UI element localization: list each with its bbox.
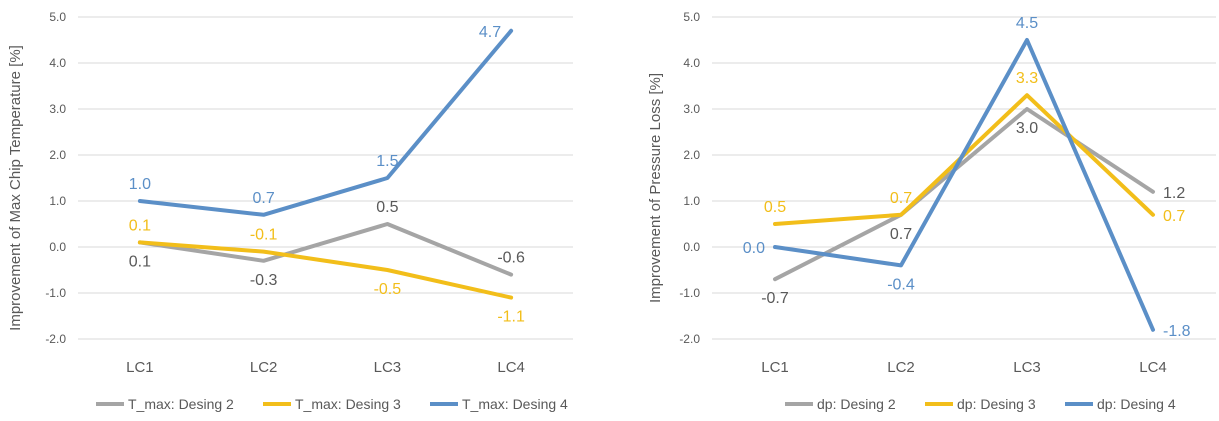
data-label: 3.3 bbox=[1016, 70, 1038, 87]
data-label: -1.8 bbox=[1163, 323, 1191, 340]
data-label: 4.5 bbox=[1016, 15, 1038, 32]
data-label: 0.7 bbox=[890, 190, 912, 207]
x-tick-label: LC4 bbox=[1139, 359, 1167, 376]
data-label: 0.7 bbox=[253, 190, 275, 207]
data-label: 0.1 bbox=[129, 217, 151, 234]
legend-entry: T_max: Desing 3 bbox=[295, 396, 401, 412]
legend-entry: dp: Desing 3 bbox=[957, 396, 1036, 412]
y-tick-label: -2.0 bbox=[45, 332, 66, 346]
data-label: 4.7 bbox=[479, 24, 501, 41]
y-tick-label: 1.0 bbox=[683, 194, 700, 208]
data-label: -0.5 bbox=[374, 281, 402, 298]
data-label: -1.1 bbox=[497, 309, 525, 326]
y-tick-label: 2.0 bbox=[49, 148, 66, 162]
y-tick-label: 4.0 bbox=[49, 56, 66, 70]
series-line-3 bbox=[773, 38, 1155, 332]
y-tick-label: -2.0 bbox=[679, 332, 700, 346]
y-tick-label: -1.0 bbox=[45, 286, 66, 300]
data-label: 0.1 bbox=[129, 253, 151, 270]
data-label: 1.2 bbox=[1163, 185, 1185, 202]
x-tick-label: LC2 bbox=[887, 359, 915, 376]
legend-entry: T_max: Desing 2 bbox=[128, 396, 234, 412]
legend-entry: dp: Desing 4 bbox=[1097, 396, 1176, 412]
data-label: 0.5 bbox=[376, 199, 398, 216]
data-label: 1.0 bbox=[129, 176, 151, 193]
y-tick-label: -1.0 bbox=[679, 286, 700, 300]
chart-1: -2.0 -1.0 0.0 1.0 2.0 3.0 4.0 5.0 LC1 LC2 LC3 LC4 Im… bbox=[7, 10, 573, 412]
data-label: 0.7 bbox=[1163, 208, 1185, 225]
y-tick-label: 0.0 bbox=[49, 240, 66, 254]
series-line-2 bbox=[137, 240, 514, 300]
data-label: -0.1 bbox=[250, 227, 278, 244]
series-line-3 bbox=[137, 28, 514, 217]
y-tick-label: 0.0 bbox=[683, 240, 700, 254]
y-tick-label: 3.0 bbox=[49, 102, 66, 116]
data-label: 0.7 bbox=[890, 226, 912, 243]
data-label: 0.5 bbox=[764, 199, 786, 216]
y-tick-label: 1.0 bbox=[49, 194, 66, 208]
x-tick-label: LC1 bbox=[761, 359, 789, 376]
y-tick-label: 4.0 bbox=[683, 56, 700, 70]
data-label: -0.4 bbox=[887, 276, 915, 293]
data-label: 0.0 bbox=[743, 240, 765, 257]
data-label: -0.3 bbox=[250, 272, 278, 289]
y-tick-label: 3.0 bbox=[683, 102, 700, 116]
y-tick-label: 5.0 bbox=[49, 10, 66, 24]
data-label: -0.6 bbox=[497, 250, 525, 267]
data-label: 3.0 bbox=[1016, 120, 1038, 137]
series-line-1 bbox=[773, 107, 1155, 282]
x-tick-label: LC2 bbox=[250, 359, 278, 376]
y-tick-label: 5.0 bbox=[683, 10, 700, 24]
series-line-1 bbox=[137, 222, 514, 277]
data-label: 1.5 bbox=[376, 153, 398, 170]
legend-entry: T_max: Desing 4 bbox=[462, 396, 568, 412]
legend-entry: dp: Desing 2 bbox=[817, 396, 896, 412]
x-tick-label: LC1 bbox=[126, 359, 154, 376]
y-tick-label: 2.0 bbox=[683, 148, 700, 162]
y-axis-label: Improvement of Max Chip Temperature [%] bbox=[7, 45, 24, 331]
y-axis-label: Improvement of Pressure Loss [%] bbox=[647, 73, 664, 303]
data-label: -0.7 bbox=[761, 290, 789, 307]
x-tick-label: LC3 bbox=[374, 359, 402, 376]
chart-2: -2.0 -1.0 0.0 1.0 2.0 3.0 4.0 5.0 LC1 LC2 LC3 LC4 Im… bbox=[647, 10, 1216, 412]
x-tick-label: LC4 bbox=[497, 359, 525, 376]
x-tick-label: LC3 bbox=[1013, 359, 1041, 376]
